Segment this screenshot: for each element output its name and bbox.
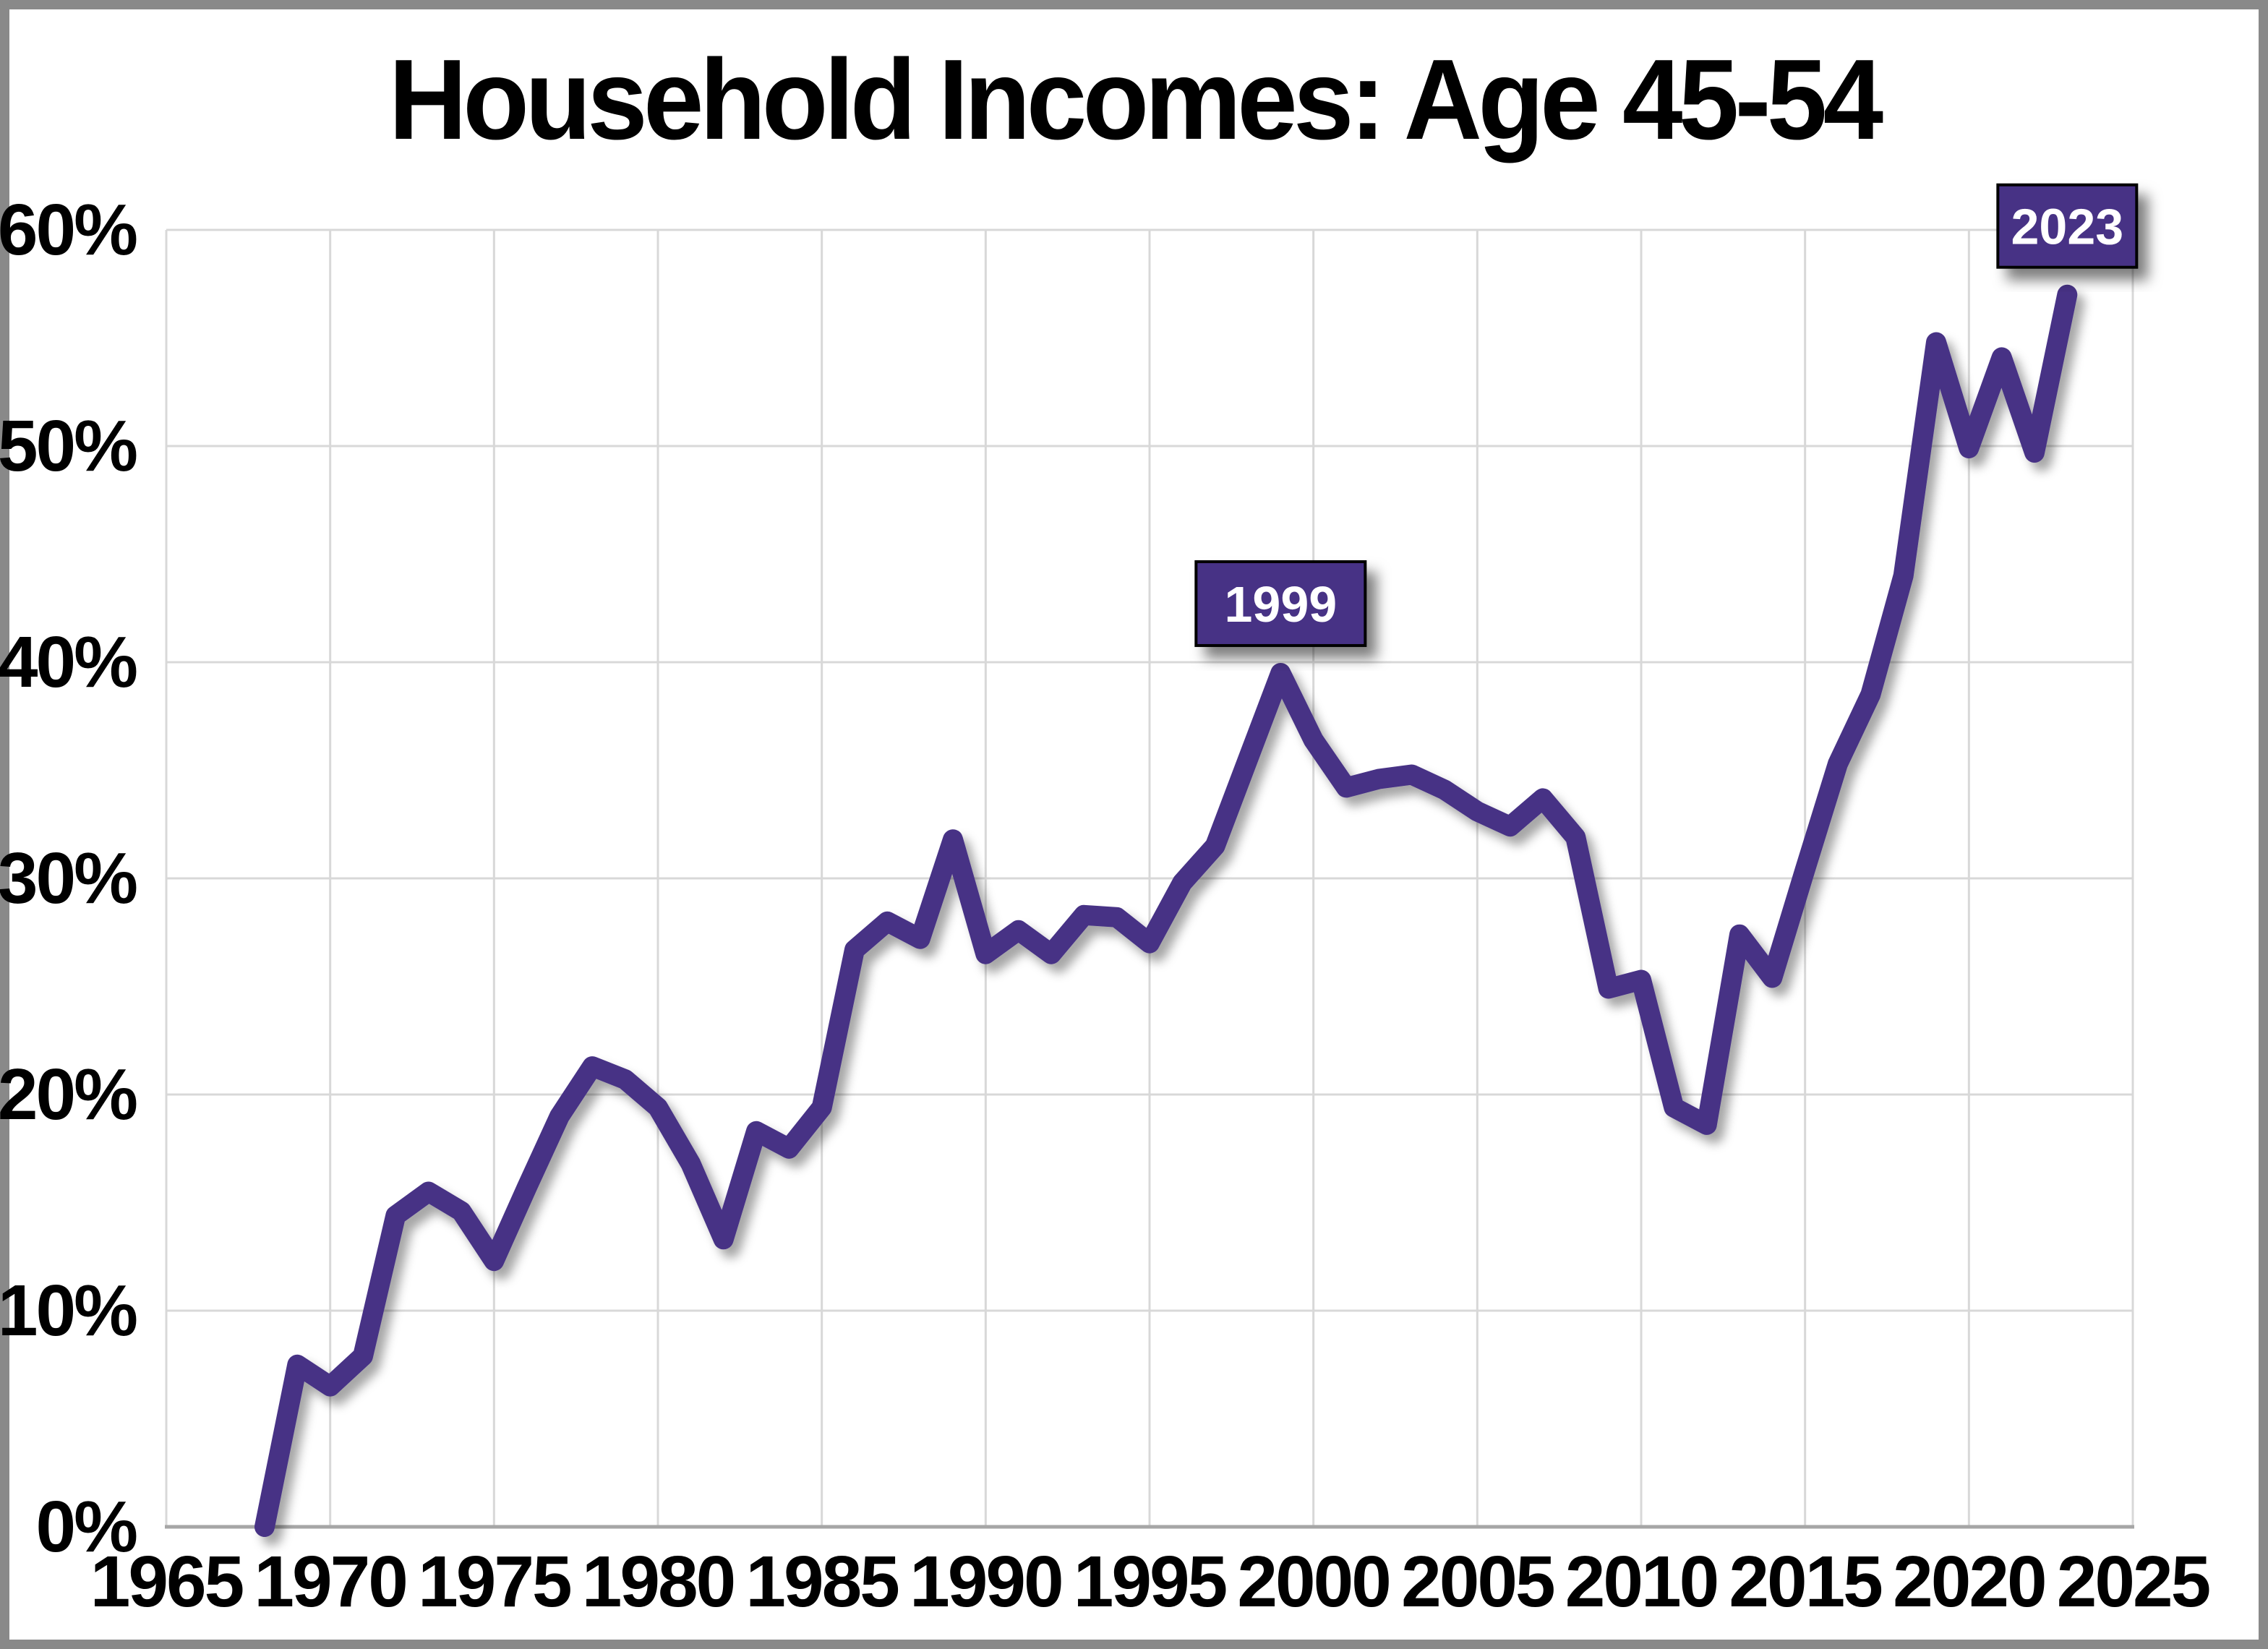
x-tick-label-1985: 1985 [745, 1541, 898, 1622]
y-tick-label-30: 30% [0, 838, 137, 919]
annotation-text-1999: 1999 [1224, 576, 1337, 633]
y-tick-label-0: 0% [35, 1486, 137, 1567]
x-tick-label-2010: 2010 [1565, 1541, 1717, 1622]
y-tick-label-50: 50% [0, 406, 137, 487]
annotation-box-1999 [1194, 560, 1367, 647]
grid [165, 228, 2134, 1527]
y-tick-label-20: 20% [0, 1054, 137, 1135]
x-tick-label-2000: 2000 [1237, 1541, 1389, 1622]
annotation-2023: 2023 [1996, 183, 2139, 269]
x-tick-label-2025: 2025 [2057, 1541, 2209, 1622]
chart-title: Household Incomes: Age 45-54 [388, 36, 1884, 163]
x-tick-label-1965: 1965 [90, 1541, 243, 1622]
x-tick-label-2005: 2005 [1401, 1541, 1554, 1622]
x-tick-label-1995: 1995 [1074, 1541, 1226, 1622]
y-tick-label-40: 40% [0, 622, 137, 703]
y-tick-label-10: 10% [0, 1270, 137, 1351]
x-tick-label-2020: 2020 [1893, 1541, 2045, 1622]
x-tick-label-1975: 1975 [418, 1541, 570, 1622]
income-share-line [254, 284, 2078, 1537]
annotation-box-2023 [1996, 183, 2139, 269]
annotation-1999: 1999 [1194, 560, 1367, 647]
annotation-text-2023: 2023 [2011, 199, 2123, 255]
y-tick-label-60: 60% [0, 189, 137, 270]
x-tick-label-1990: 1990 [910, 1541, 1061, 1622]
tick-labels: 0% 10% 20% 30% 40% 50% 60% 1965 1970 1975 1980 1985… [0, 189, 2212, 1622]
x-tick-label-1970: 1970 [254, 1541, 406, 1622]
x-tick-label-1980: 1980 [582, 1541, 734, 1622]
x-tick-label-2015: 2015 [1729, 1541, 1881, 1622]
